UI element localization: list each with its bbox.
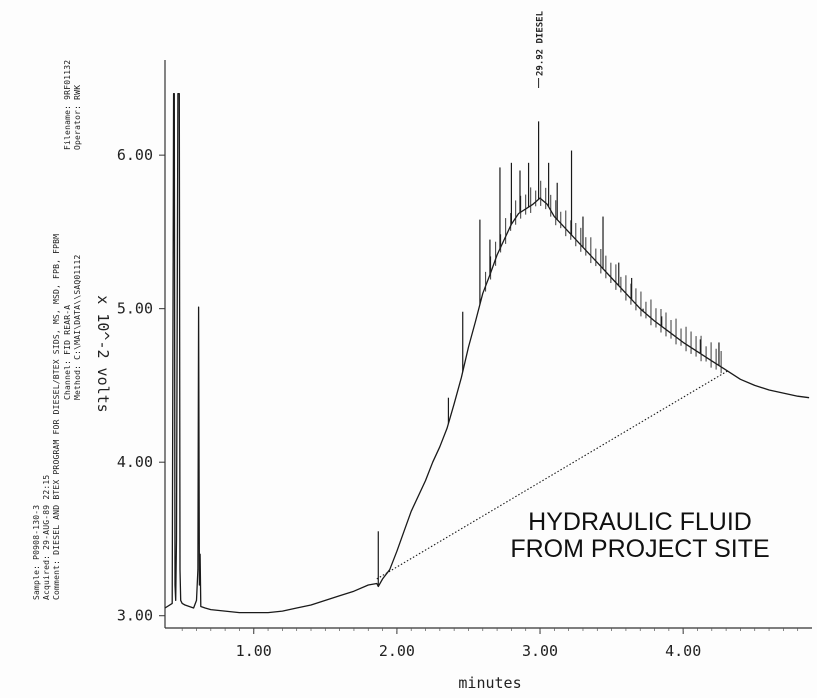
annotation-line: FROM PROJECT SITE bbox=[510, 535, 769, 563]
peak-label: 29.92 DIESEL bbox=[536, 10, 546, 76]
x-tick-label: 4.00 bbox=[665, 642, 701, 660]
y-tick-label: 3.00 bbox=[117, 607, 153, 625]
x-axis-title: minutes bbox=[458, 674, 521, 692]
y-axis-title: x 10^-2 volts bbox=[94, 295, 112, 412]
annotation-line: HYDRAULIC FLUID bbox=[528, 508, 752, 536]
y-tick-label: 4.00 bbox=[117, 453, 153, 471]
labels-layer: 3.00 4.00 5.00 6.00 1.00 2.00 3.00 4.00 x 10^-2 … bbox=[94, 10, 770, 692]
y-tick-label: 5.00 bbox=[117, 300, 153, 318]
y-tick-label: 6.00 bbox=[117, 146, 153, 164]
chromatogram-series-line bbox=[164, 93, 810, 614]
series-layer bbox=[164, 93, 810, 614]
x-tick-label: 1.00 bbox=[236, 642, 272, 660]
x-tick-label: 2.00 bbox=[379, 642, 415, 660]
tick-marks bbox=[159, 154, 799, 634]
x-tick-label: 3.00 bbox=[522, 642, 558, 660]
